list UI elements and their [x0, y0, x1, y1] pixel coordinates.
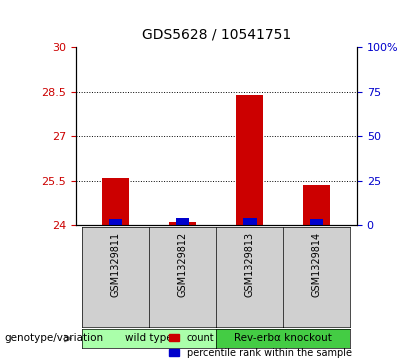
Bar	[109, 219, 123, 225]
Text: Rev-erbα knockout: Rev-erbα knockout	[234, 334, 332, 343]
Bar	[303, 185, 330, 225]
Text: GSM1329811: GSM1329811	[111, 232, 121, 297]
Text: genotype/variation: genotype/variation	[4, 334, 103, 343]
Bar	[169, 222, 196, 225]
Text: GSM1329813: GSM1329813	[245, 232, 255, 297]
Bar	[236, 95, 263, 225]
Title: GDS5628 / 10541751: GDS5628 / 10541751	[142, 28, 291, 42]
Text: GSM1329814: GSM1329814	[312, 232, 322, 297]
Bar	[102, 178, 129, 225]
Bar	[243, 218, 257, 225]
Text: GSM1329812: GSM1329812	[178, 232, 188, 297]
Bar	[310, 219, 323, 225]
Legend: count, percentile rank within the sample: count, percentile rank within the sample	[165, 329, 356, 362]
Bar	[176, 217, 189, 225]
Text: wild type: wild type	[126, 334, 173, 343]
